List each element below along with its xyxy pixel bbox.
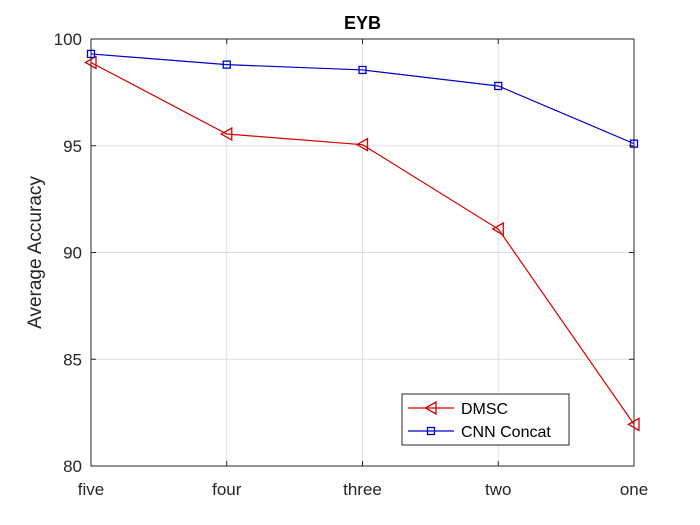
legend-item: DMSC <box>408 400 508 418</box>
data-point <box>494 81 503 91</box>
legend-label: DMSC <box>461 401 508 418</box>
series-line <box>90 53 635 145</box>
axis-ticks: five four three two one 80 85 90 95 100 <box>54 30 649 499</box>
grid <box>91 39 634 466</box>
data-point <box>219 126 233 142</box>
data-point <box>355 137 369 152</box>
chart-title: EYB <box>344 13 381 33</box>
legend: DMSC CNN Concat <box>401 393 570 446</box>
series-dmsc <box>84 55 640 432</box>
legend-box <box>401 393 570 446</box>
data-point <box>358 65 367 75</box>
series-line <box>90 61 635 425</box>
legend-marker <box>426 426 436 436</box>
series-cnn-concat <box>86 49 639 148</box>
legend-item: CNN Concat <box>408 424 551 441</box>
x-tick-label: three <box>343 480 382 499</box>
x-tick-label: five <box>78 480 104 499</box>
y-axis-label: Average Accuracy <box>25 176 46 329</box>
data-point <box>491 221 504 237</box>
x-tick-label: four <box>212 480 242 499</box>
data-point <box>627 417 640 432</box>
data-point <box>84 55 97 70</box>
data-point <box>86 49 96 59</box>
legend-marker <box>424 400 437 416</box>
y-tick-label: 90 <box>63 244 82 263</box>
data-point <box>629 139 639 148</box>
x-tick-label: one <box>620 480 648 499</box>
y-tick-label: 85 <box>63 350 82 369</box>
y-tick-label: 80 <box>63 457 82 476</box>
series <box>84 49 640 432</box>
data-point <box>222 60 231 69</box>
x-tick-label: two <box>485 480 511 499</box>
y-tick-label: 100 <box>54 30 82 49</box>
y-tick-label: 95 <box>63 137 82 156</box>
legend-label: CNN Concat <box>461 424 551 441</box>
